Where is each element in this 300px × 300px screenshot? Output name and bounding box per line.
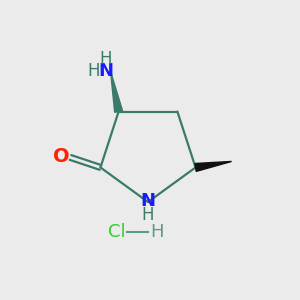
Text: H: H (87, 61, 100, 80)
Polygon shape (195, 161, 232, 171)
Text: O: O (53, 147, 70, 166)
Text: N: N (140, 192, 155, 210)
Text: Cl: Cl (108, 223, 126, 241)
Text: N: N (98, 61, 113, 80)
Text: H: H (99, 50, 112, 68)
Polygon shape (111, 71, 122, 112)
Text: H: H (142, 206, 154, 224)
Text: H: H (150, 223, 164, 241)
